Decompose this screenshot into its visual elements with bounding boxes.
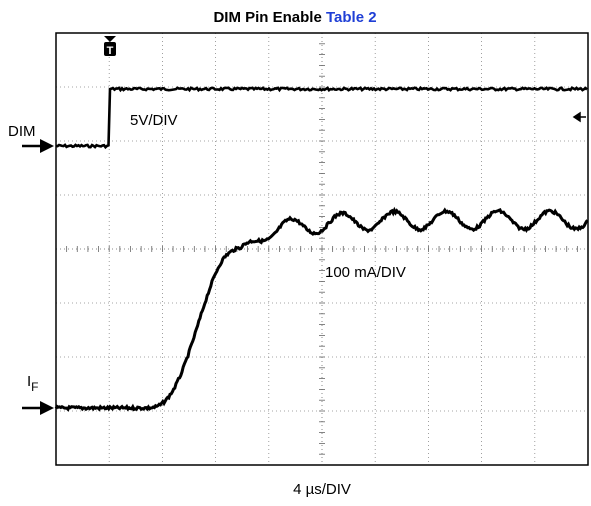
- dim-scale: 5V/DIV: [130, 112, 178, 129]
- trigger-marker: T: [104, 36, 116, 57]
- current-label: IF: [27, 373, 39, 394]
- current-label-main: I: [27, 373, 31, 390]
- scope-frame: [55, 32, 589, 466]
- timebase-label: 4 µs/DIV: [293, 481, 351, 498]
- figure-title: DIM Pin Enable Table 2: [213, 9, 376, 26]
- current-arrow-head: [40, 401, 54, 415]
- dim-waveform: [55, 85, 588, 150]
- dim-arrow-head: [40, 139, 54, 153]
- title-link[interactable]: Table 2: [326, 9, 377, 26]
- svg-text:T: T: [107, 45, 114, 57]
- current-scale: 100 mA/DIV: [325, 264, 406, 281]
- dim-label: DIM: [8, 123, 36, 140]
- current-waveform: [54, 206, 589, 412]
- current-label-sub: F: [31, 380, 38, 394]
- title-text: DIM Pin Enable: [213, 9, 321, 26]
- level-marker: [572, 111, 586, 123]
- scope-grid: [55, 32, 589, 465]
